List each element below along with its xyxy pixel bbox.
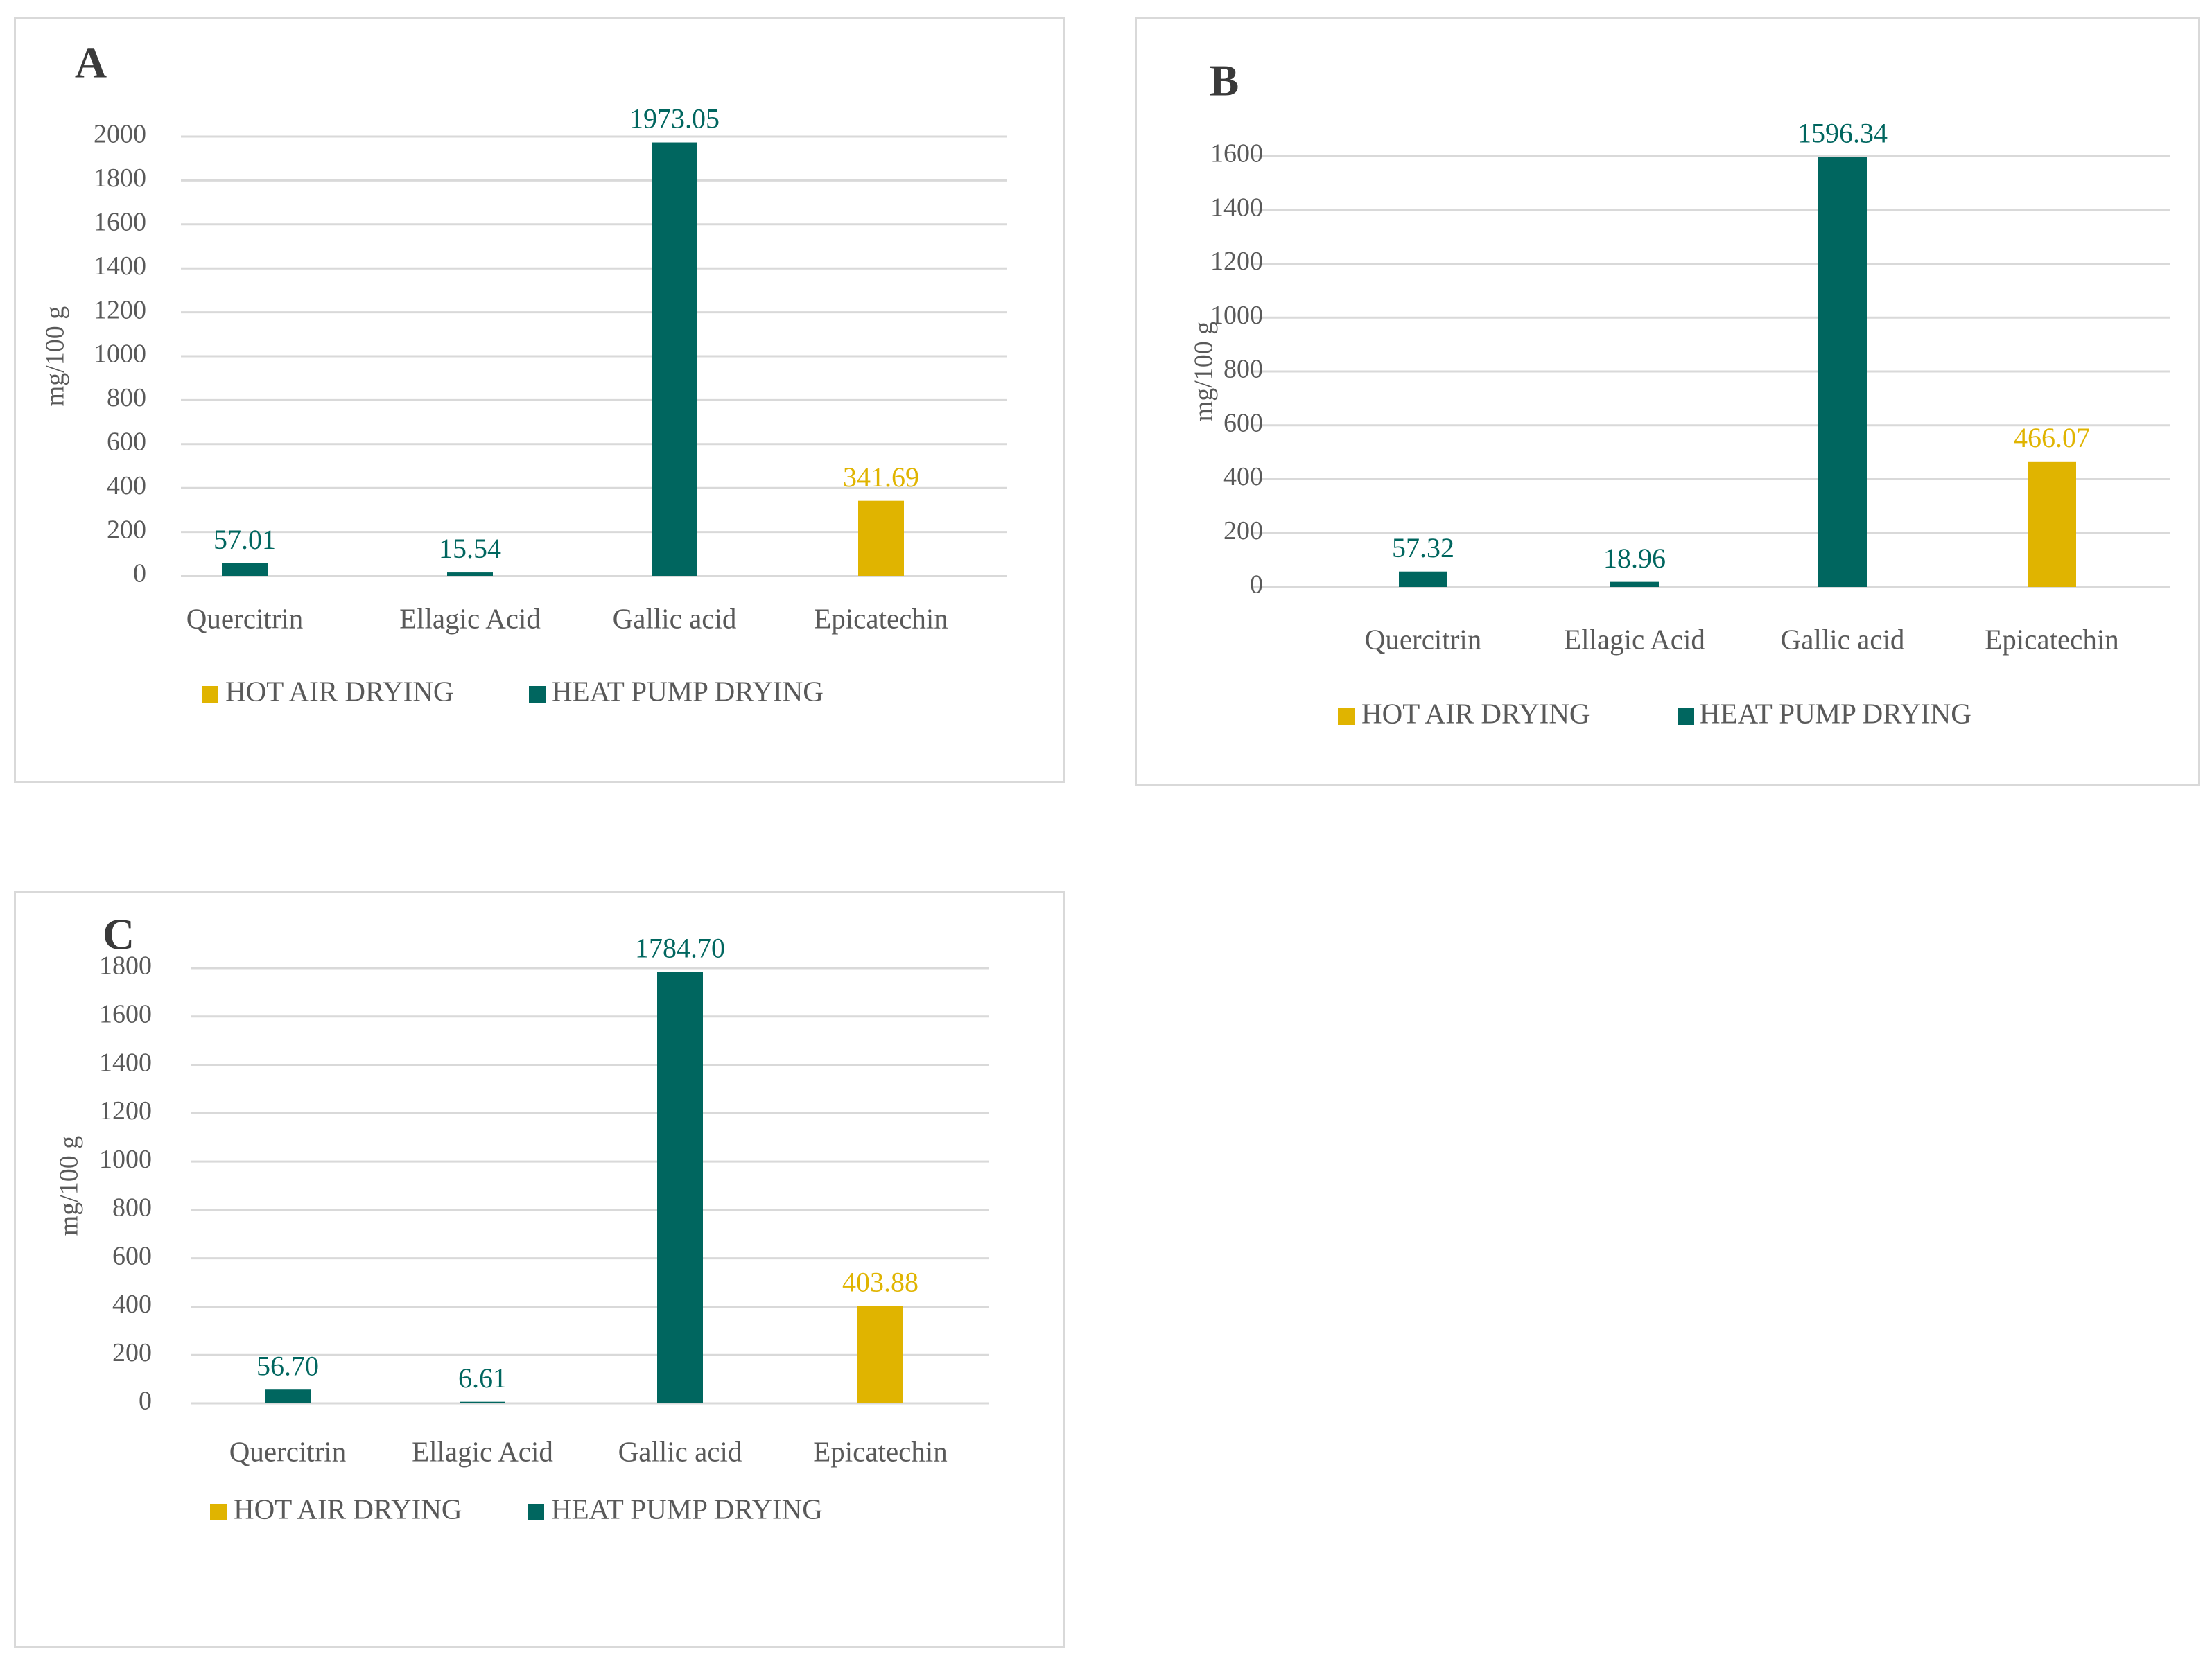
- y-tick-label: 0: [133, 559, 146, 588]
- x-category-label: Quercitrin: [1365, 623, 1481, 655]
- x-category-label: Gallic acid: [618, 1435, 742, 1467]
- y-axis-label: mg/100 g: [41, 306, 70, 407]
- chart-c-title: C: [103, 910, 134, 959]
- y-tick-label: 1400: [94, 252, 146, 281]
- chart-a-svg: A 0 200 400 600 800 1000 1200 1400 1600 1800 2000 mg…: [41, 38, 1007, 707]
- data-label: 1784.70: [635, 933, 725, 964]
- y-axis-label: mg/100 g: [55, 1136, 84, 1236]
- legend-label-heat-pump: HEAT PUMP DRYING: [1700, 697, 1971, 729]
- y-tick-label: 600: [1223, 408, 1263, 437]
- y-tick-label: 1400: [1210, 193, 1263, 222]
- legend-swatch-hot-air: [1338, 708, 1355, 725]
- legend-swatch-heat-pump: [528, 1504, 544, 1520]
- legend-swatch-hot-air: [210, 1504, 227, 1520]
- y-tick-label: 2000: [94, 120, 146, 149]
- bar-quercitrin: [222, 563, 268, 576]
- y-tick-label: 1000: [99, 1145, 152, 1174]
- bar-epicatechin: [2028, 461, 2076, 587]
- bar-epicatechin: [857, 1306, 903, 1403]
- y-tick-label: 1600: [1210, 139, 1263, 168]
- y-tick-label: 200: [1223, 516, 1263, 545]
- chart-panel-a: A 0 200 400 600 800 1000 1200 1400 1600 1800 2000 mg…: [14, 17, 1065, 783]
- bar-quercitrin: [265, 1389, 311, 1403]
- y-tick-label: 1800: [94, 164, 146, 193]
- legend-swatch-hot-air: [202, 686, 218, 703]
- data-label: 341.69: [843, 462, 919, 493]
- bar-gallic-acid: [1818, 157, 1867, 587]
- x-category-label: Gallic acid: [1781, 623, 1905, 655]
- x-category-label: Ellagic Acid: [1564, 623, 1705, 655]
- y-tick-label: 600: [112, 1241, 152, 1270]
- y-tick-label: 0: [1250, 570, 1263, 599]
- y-tick-label: 200: [112, 1338, 152, 1367]
- y-tick-label: 1600: [94, 208, 146, 237]
- data-label: 57.01: [214, 524, 276, 555]
- bar-gallic-acid: [657, 972, 703, 1403]
- chart-c-svg: C 0 200 400 600 800 1000 1200 1400 1600 1800 mg/100…: [55, 910, 989, 1525]
- chart-b-svg: B 0 200 400 600 800 1000 1200 1400 1600 mg/100 g Qu…: [1190, 56, 2170, 729]
- data-label: 1596.34: [1797, 118, 1888, 149]
- y-tick-label: 400: [112, 1290, 152, 1319]
- data-label: 56.70: [256, 1350, 319, 1381]
- legend-label-hot-air: HOT AIR DRYING: [225, 675, 454, 707]
- y-tick-label: 0: [139, 1387, 152, 1416]
- bar-gallic-acid: [652, 142, 697, 576]
- bar-quercitrin: [1399, 571, 1447, 587]
- x-category-label: Epicatechin: [813, 1435, 948, 1467]
- data-label: 403.88: [842, 1266, 918, 1297]
- legend-label-heat-pump: HEAT PUMP DRYING: [551, 1493, 823, 1525]
- y-tick-label: 1200: [99, 1096, 152, 1125]
- y-axis-label: mg/100 g: [1190, 322, 1219, 422]
- y-tick-label: 1000: [94, 340, 146, 369]
- y-tick-label: 800: [107, 383, 146, 412]
- bar-ellagic-acid: [1610, 581, 1659, 587]
- x-category-label: Quercitrin: [186, 602, 303, 634]
- chart-panel-b: B 0 200 400 600 800 1000 1200 1400 1600 mg/100 g Qu…: [1135, 17, 2200, 786]
- legend-label-heat-pump: HEAT PUMP DRYING: [552, 675, 824, 707]
- chart-b-title: B: [1210, 56, 1239, 105]
- data-label: 466.07: [2014, 422, 2090, 453]
- data-label: 57.32: [1392, 532, 1454, 563]
- x-category-label: Epicatechin: [814, 602, 948, 634]
- legend-swatch-heat-pump: [1678, 708, 1694, 725]
- y-tick-label: 200: [107, 515, 146, 544]
- data-label: 6.61: [458, 1362, 507, 1394]
- data-label: 18.96: [1603, 543, 1666, 574]
- chart-a-title: A: [75, 38, 107, 87]
- x-category-label: Quercitrin: [229, 1435, 346, 1467]
- legend-swatch-heat-pump: [529, 686, 546, 703]
- y-tick-label: 800: [112, 1193, 152, 1222]
- y-tick-label: 600: [107, 428, 146, 457]
- y-tick-label: 1600: [99, 999, 152, 1028]
- y-tick-label: 400: [107, 471, 146, 500]
- x-category-label: Ellagic Acid: [412, 1435, 553, 1467]
- legend-label-hot-air: HOT AIR DRYING: [1361, 697, 1590, 729]
- chart-panel-c: C 0 200 400 600 800 1000 1200 1400 1600 1800 mg/100…: [14, 891, 1065, 1648]
- data-label: 1973.05: [629, 103, 720, 134]
- y-tick-label: 1000: [1210, 301, 1263, 330]
- bar-ellagic-acid: [447, 572, 493, 576]
- legend-label-hot-air: HOT AIR DRYING: [234, 1493, 462, 1525]
- x-category-label: Epicatechin: [1985, 623, 2119, 655]
- bar-ellagic-acid: [460, 1401, 505, 1403]
- y-tick-label: 1200: [1210, 247, 1263, 276]
- bar-epicatechin: [858, 500, 904, 576]
- x-category-label: Ellagic Acid: [399, 602, 541, 634]
- y-tick-label: 400: [1223, 462, 1263, 491]
- y-tick-label: 1800: [99, 952, 152, 981]
- y-tick-label: 800: [1223, 355, 1263, 384]
- x-category-label: Gallic acid: [613, 602, 737, 634]
- y-tick-label: 1200: [94, 295, 146, 324]
- data-label: 15.54: [439, 533, 501, 564]
- y-tick-label: 1400: [99, 1048, 152, 1077]
